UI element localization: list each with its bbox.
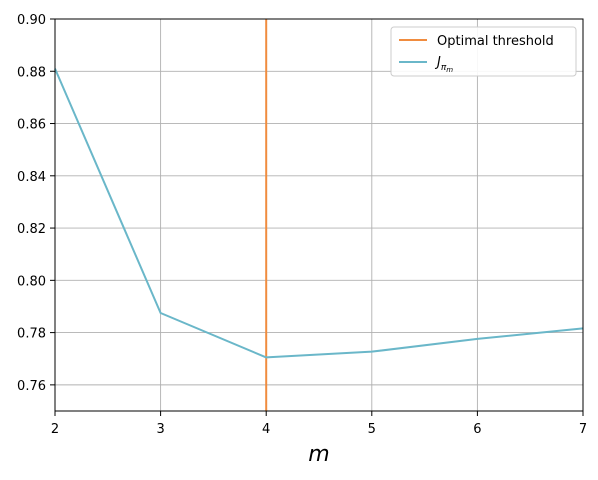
y-tick-label: 0.84 <box>17 170 46 185</box>
y-tick-label: 0.90 <box>17 13 46 28</box>
series-layer <box>55 19 583 411</box>
y-tick-label: 0.86 <box>17 118 46 133</box>
series-line-j-pi-m <box>55 69 583 358</box>
y-tick-label: 0.78 <box>17 327 46 342</box>
x-tick-label: 5 <box>368 422 376 437</box>
x-axis-label: m <box>308 442 329 467</box>
legend-label-optimal-threshold: Optimal threshold <box>437 34 554 49</box>
ticks: 2 3 4 5 6 7 0.76 0.78 0.80 0.82 0.84 0.86 0.88 0.90 <box>17 13 587 437</box>
y-tick-label: 0.80 <box>17 274 46 289</box>
legend: Optimal threshold Jπm <box>391 27 576 76</box>
y-tick-label: 0.88 <box>17 65 46 80</box>
x-tick-label: 6 <box>473 422 481 437</box>
legend-label-m: m <box>446 66 453 74</box>
x-tick-label: 7 <box>579 422 587 437</box>
y-tick-label: 0.76 <box>17 379 46 394</box>
x-tick-label: 3 <box>156 422 164 437</box>
x-tick-label: 2 <box>51 422 59 437</box>
x-tick-label: 4 <box>262 422 270 437</box>
grid <box>55 19 583 411</box>
plot-frame <box>55 19 583 411</box>
y-tick-label: 0.82 <box>17 222 46 237</box>
